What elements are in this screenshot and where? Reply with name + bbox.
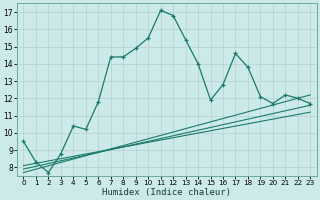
X-axis label: Humidex (Indice chaleur): Humidex (Indice chaleur) — [102, 188, 231, 197]
